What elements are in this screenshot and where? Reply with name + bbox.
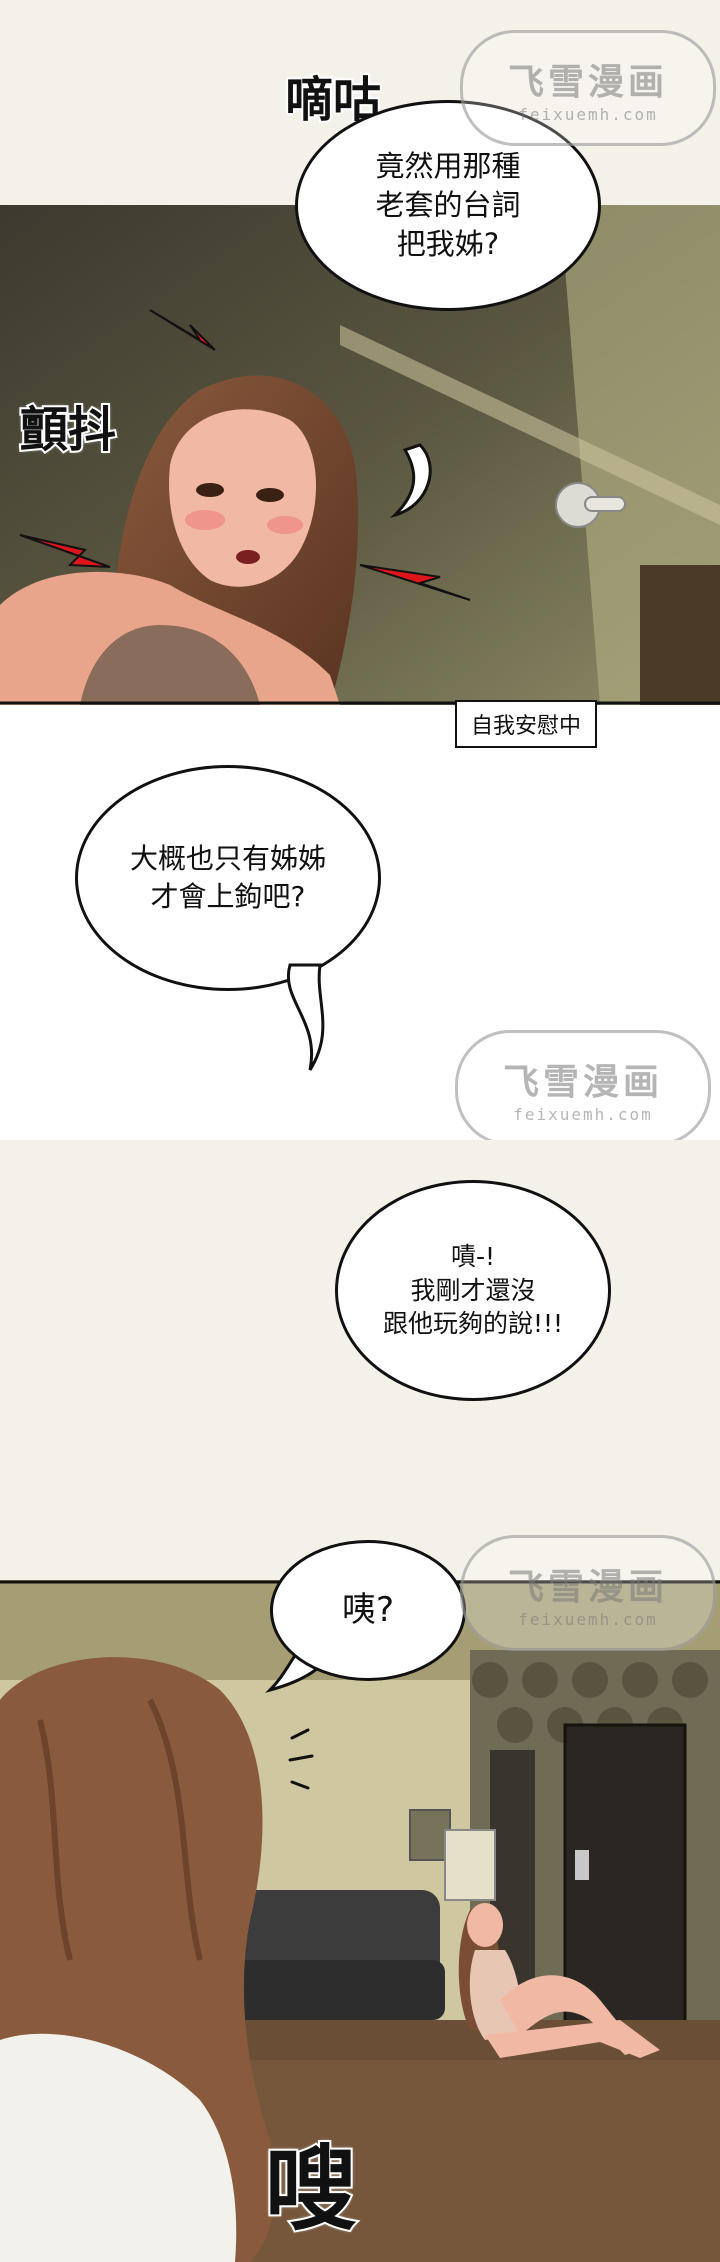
speech-bubble-4-text: 咦? (342, 1588, 394, 1634)
watermark-2-title: 飞雪漫画 (503, 1053, 663, 1105)
bubble-2-tail (280, 960, 350, 1075)
speech-bubble-2-text: 大概也只有姊姊 才會上鉤吧? (130, 840, 326, 916)
watermark-1-title: 飞雪漫画 (508, 53, 668, 105)
panel-4-art (0, 1580, 720, 2262)
speech-bubble-2: 大概也只有姊姊 才會上鉤吧? (75, 765, 381, 991)
watermark-3-subtitle: feixuemh.com (518, 1610, 658, 1629)
panel-4 (0, 1580, 720, 2262)
sfx-whoosh: 嗖 (265, 2115, 357, 2248)
watermark-2-subtitle: feixuemh.com (513, 1105, 653, 1124)
speech-bubble-1-text: 竟然用那種 老套的台詞 把我姊? (375, 147, 520, 264)
speech-bubble-3: 嘖-! 我剛才還沒 跟他玩夠的說!!! (335, 1180, 611, 1401)
watermark-2: 飞雪漫画 feixuemh.com (455, 1030, 711, 1146)
watermark-3-title: 飞雪漫画 (508, 1558, 668, 1610)
speech-bubble-4: 咦? (270, 1540, 466, 1681)
caption-box: 自我安慰中 (455, 700, 597, 748)
watermark-3: 飞雪漫画 feixuemh.com (460, 1535, 716, 1651)
speech-bubble-3-text: 嘖-! 我剛才還沒 跟他玩夠的說!!! (383, 1240, 563, 1341)
watermark-1-subtitle: feixuemh.com (518, 105, 658, 124)
watermark-1: 飞雪漫画 feixuemh.com (460, 30, 716, 146)
sfx-tremble: 顫抖 (20, 390, 116, 460)
